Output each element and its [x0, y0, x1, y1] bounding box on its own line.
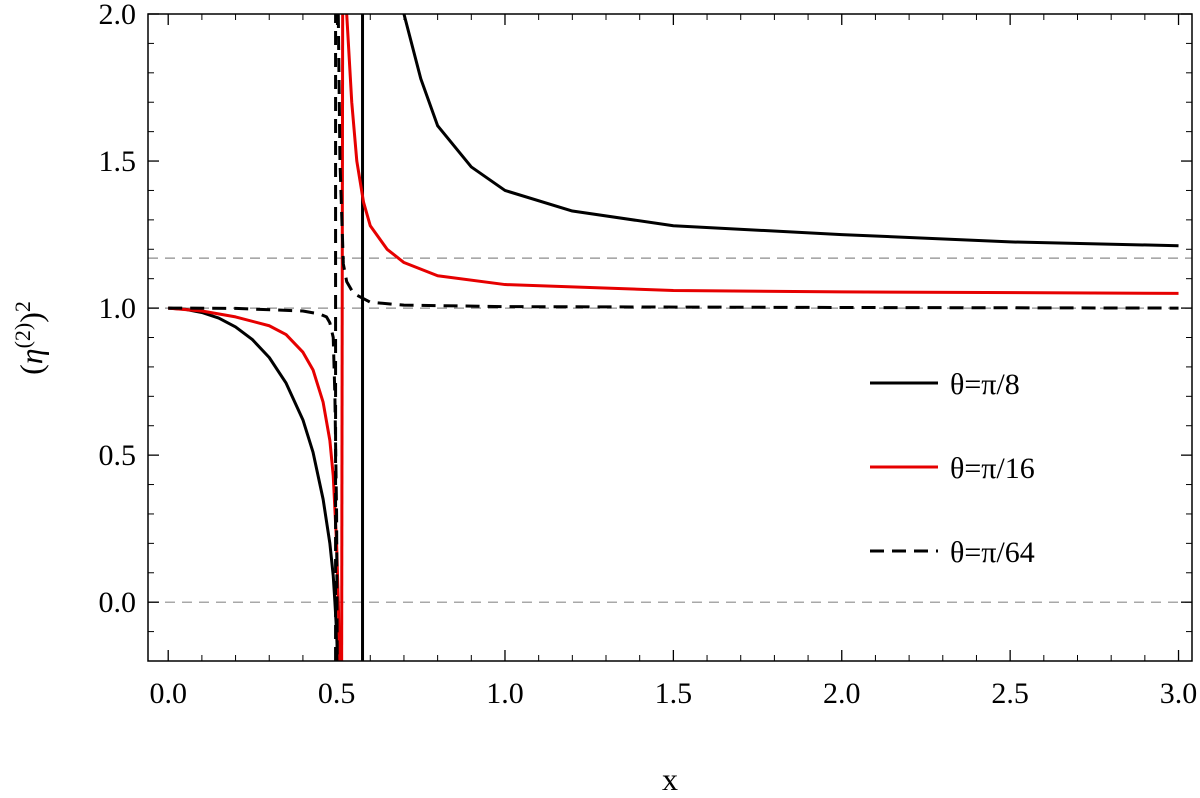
series-8 — [168, 14, 1179, 661]
y-tick-label: 0.5 — [99, 439, 137, 472]
axis-ticks — [148, 13, 1192, 662]
x-tick-label: 2.5 — [991, 677, 1029, 710]
legend-entry-pi-64: θ=π/64 — [870, 536, 1035, 569]
series-line-segment — [336, 14, 1179, 310]
x-tick-label: 0.0 — [149, 677, 187, 710]
y-axis-label: (η(2))2 — [10, 301, 49, 375]
y-tick-label: 1.5 — [99, 145, 137, 178]
y-tick-label: 0.0 — [99, 586, 137, 619]
y-axis-label-close: ) — [13, 312, 49, 323]
y-axis-label-power: 2 — [10, 301, 35, 312]
series-line-segment — [340, 14, 345, 661]
x-axis-tick-labels: 0.0 0.5 1.0 1.5 2.0 2.5 3.0 — [149, 677, 1197, 710]
legend-label-pi-16: θ=π/16 — [950, 452, 1035, 485]
legend: θ=π/8 θ=π/16 θ=π/64 — [870, 368, 1035, 569]
series-line-segment — [402, 14, 1179, 248]
plot-background — [148, 14, 1192, 661]
legend-entry-pi-8: θ=π/8 — [870, 368, 1020, 401]
y-axis-label-open: ( — [13, 364, 49, 375]
series-line-segment — [345, 14, 1179, 295]
series-64 — [168, 14, 1179, 661]
x-tick-label: 2.0 — [823, 677, 861, 710]
legend-entry-pi-16: θ=π/16 — [870, 452, 1035, 485]
legend-label-pi-64: θ=π/64 — [950, 536, 1035, 569]
y-axis-label-superscript: (2) — [10, 323, 35, 349]
series-layer — [168, 14, 1179, 661]
x-axis-label: x — [662, 761, 678, 797]
y-tick-label: 2.0 — [99, 0, 137, 31]
x-tick-label: 0.5 — [318, 677, 356, 710]
y-axis-label-symbol: η — [13, 348, 49, 364]
series-line-segment — [168, 306, 340, 661]
legend-label-pi-8: θ=π/8 — [950, 368, 1020, 401]
y-axis-tick-labels: 0.0 0.5 1.0 1.5 2.0 — [99, 0, 137, 619]
x-tick-label: 1.5 — [655, 677, 693, 710]
x-tick-label: 3.0 — [1160, 677, 1198, 710]
x-tick-label: 1.0 — [486, 677, 524, 710]
y-tick-label: 1.0 — [99, 292, 137, 325]
